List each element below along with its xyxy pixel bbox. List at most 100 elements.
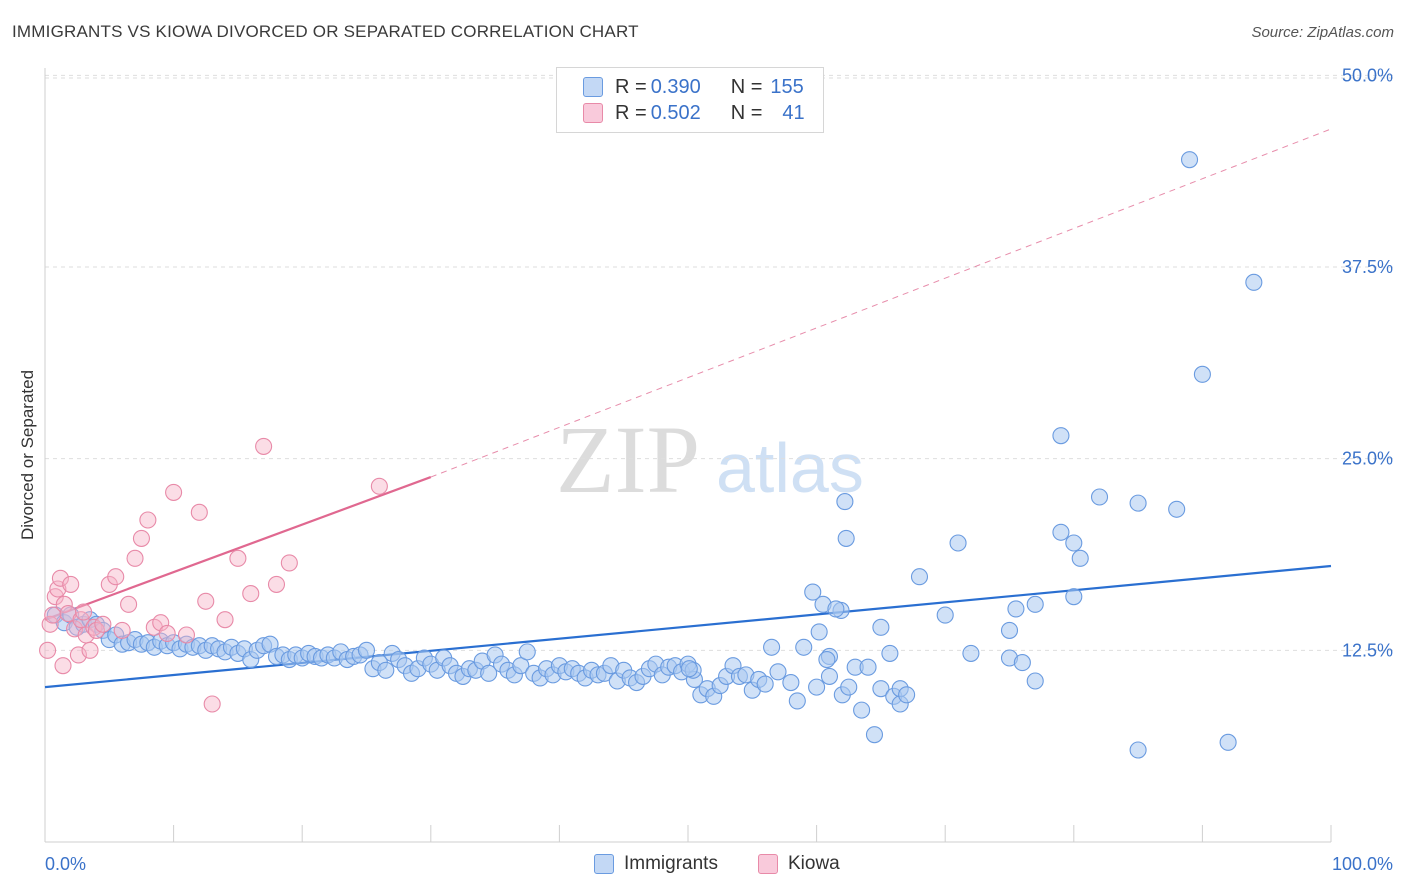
kiowa-point	[39, 641, 57, 659]
immigrants-point	[881, 644, 899, 662]
kiowa-point	[255, 437, 273, 455]
immigrants-point	[865, 726, 884, 744]
immigrants-point	[1007, 600, 1025, 618]
legend-r-label: R =	[615, 75, 647, 98]
immigrants-point	[1013, 654, 1031, 672]
immigrants-point	[840, 678, 858, 696]
legend-r-value: 0.390	[650, 75, 701, 98]
kiowa-trend-line	[44, 476, 432, 621]
immigrants-point	[820, 667, 839, 685]
immigrants-point	[1219, 733, 1237, 751]
immigrants-point	[377, 661, 395, 679]
kiowa-point	[85, 618, 103, 636]
y-tick-label: 12.5%	[1342, 640, 1393, 660]
immigrants-point	[810, 623, 828, 641]
kiowa-point	[62, 575, 80, 593]
chart-source: Source: ZipAtlas.com	[1251, 24, 1394, 41]
immigrants-point	[859, 658, 877, 676]
immigrants-point	[872, 680, 890, 698]
y-axis-label: Divorced or Separated	[18, 370, 37, 540]
immigrants-point	[769, 663, 787, 681]
kiowa-point	[190, 503, 208, 521]
immigrants-point	[936, 606, 954, 624]
immigrants-point	[1245, 273, 1263, 291]
immigrants-point	[1071, 549, 1089, 567]
kiowa-point	[75, 603, 93, 621]
x-tick-label: 0.0%	[45, 854, 86, 874]
kiowa-point	[216, 611, 234, 629]
axes	[44, 68, 1332, 843]
kiowa-points	[39, 437, 388, 713]
trend-lines	[44, 128, 1332, 689]
bottom-legend-immigrants: Immigrants	[594, 851, 718, 877]
immigrants-point	[1026, 595, 1044, 613]
immigrants-points	[46, 151, 1263, 759]
immigrants-point	[910, 568, 929, 586]
immigrants-point	[808, 678, 826, 696]
immigrants-point	[1052, 427, 1070, 445]
immigrants-point	[853, 701, 871, 719]
immigrants-point	[1090, 488, 1109, 506]
immigrants-point	[1180, 151, 1199, 169]
immigrants-point	[480, 664, 498, 682]
immigrants-point	[827, 600, 845, 618]
immigrants-point	[1129, 741, 1147, 759]
legend-n-value: 41	[782, 101, 805, 124]
kiowa-point	[55, 595, 73, 613]
kiowa-point	[139, 511, 157, 529]
kiowa-point	[177, 626, 196, 644]
immigrants-point	[962, 644, 980, 662]
immigrants-point	[795, 638, 813, 656]
kiowa-point	[267, 575, 286, 593]
legend-row-immigrants: R = 0.390 N = 155	[583, 75, 804, 99]
legend-n-label: N =	[730, 101, 763, 124]
y-tick-label: 37.5%	[1342, 257, 1393, 277]
correlation-legend: R = 0.390 N = 155 R = 0.502 N = 41	[556, 67, 824, 133]
immigrants-point	[782, 673, 800, 692]
kiowa-point	[81, 641, 99, 659]
immigrants-point	[949, 534, 967, 552]
kiowa-point	[203, 695, 221, 713]
y-tick-label: 25.0%	[1342, 449, 1393, 469]
immigrants-point	[1065, 534, 1083, 552]
kiowa-point	[94, 615, 112, 633]
legend-row-kiowa: R = 0.502 N = 41	[583, 101, 805, 125]
kiowa-point	[54, 657, 72, 675]
x-tick-label: 100.0%	[1332, 854, 1393, 874]
kiowa-point	[132, 529, 150, 547]
immigrants-point	[1000, 621, 1019, 639]
immigrants-swatch	[594, 854, 614, 874]
kiowa-point	[165, 483, 183, 501]
immigrants-point	[357, 641, 376, 659]
immigrants-point	[1168, 500, 1186, 518]
kiowa-point	[280, 554, 298, 572]
kiowa-swatch	[758, 854, 778, 874]
immigrants-point	[804, 583, 822, 601]
kiowa-trend-extrapolation	[430, 128, 1332, 478]
kiowa-point	[51, 569, 69, 587]
immigrants-point	[818, 650, 836, 669]
watermark-atlas: atlas	[716, 429, 864, 507]
immigrants-point	[898, 686, 916, 704]
immigrants-point	[788, 692, 806, 710]
legend-r-label: R =	[615, 101, 647, 124]
legend-n-label: N =	[730, 75, 763, 98]
immigrants-point	[1193, 365, 1211, 383]
bottom-legend-label: Immigrants	[624, 853, 718, 874]
immigrants-point	[512, 657, 530, 675]
immigrants-point	[1052, 523, 1070, 541]
kiowa-point	[126, 549, 144, 567]
immigrants-point	[1065, 588, 1083, 606]
kiowa-point	[120, 595, 138, 613]
chart-title: IMMIGRANTS VS KIOWA DIVORCED OR SEPARATE…	[12, 22, 639, 41]
immigrants-point	[518, 643, 536, 661]
immigrants-point	[756, 675, 774, 693]
kiowa-point	[197, 592, 215, 610]
x-tick-labels: 0.0% 100.0%	[45, 854, 1393, 874]
legend-n-value: 155	[770, 75, 804, 98]
watermark-zip: ZIP	[556, 406, 700, 513]
immigrants-trend-line	[44, 564, 1332, 689]
kiowa-point	[107, 568, 125, 586]
immigrants-point	[872, 618, 890, 636]
